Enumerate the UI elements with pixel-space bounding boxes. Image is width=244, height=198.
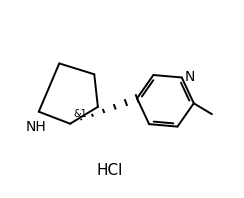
Text: &1: &1	[73, 109, 87, 119]
Text: HCl: HCl	[97, 163, 123, 178]
Text: N: N	[184, 70, 194, 85]
Text: NH: NH	[26, 120, 46, 134]
